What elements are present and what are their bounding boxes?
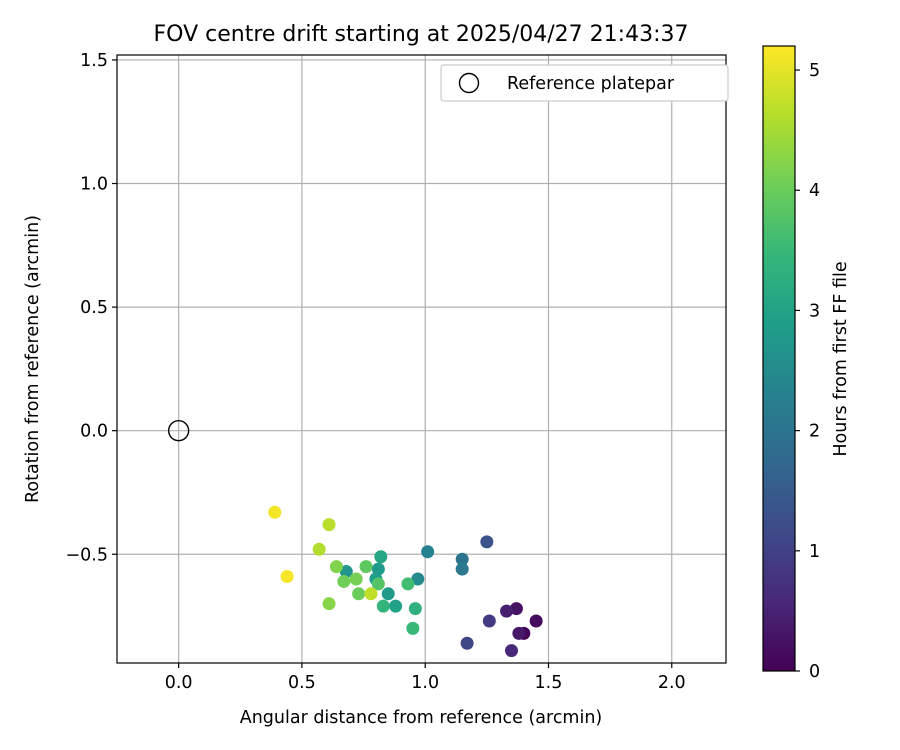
data-point: [381, 587, 395, 601]
data-point: [482, 614, 496, 628]
y-tick-label: 1.5: [80, 51, 108, 71]
axes-frame: [116, 54, 727, 664]
data-point: [504, 644, 518, 658]
x-tick-label: 1.5: [535, 673, 563, 693]
legend-reference-marker: [458, 72, 480, 94]
x-axis-label: Angular distance from reference (arcmin): [240, 708, 603, 728]
data-point: [329, 560, 343, 574]
x-tick-label: 0.0: [165, 673, 193, 693]
colorbar: 0 1 2 3 4 5 Hours from first FF file: [762, 45, 851, 682]
x-tick-label: 1.0: [411, 673, 439, 693]
colorbar-scale: [762, 45, 796, 672]
data-point: [374, 550, 388, 564]
colorbar-tick-label: 2: [809, 422, 820, 442]
data-point: [411, 572, 425, 586]
data-point: [406, 621, 420, 635]
data-point: [376, 599, 390, 613]
colorbar-label: Hours from first FF file: [831, 261, 851, 456]
legend-box: [440, 64, 729, 102]
colorbar-ticks: 0 1 2 3 4 5: [795, 61, 820, 682]
reference-marker: [167, 419, 190, 442]
data-point: [364, 587, 378, 601]
y-tick-label: −0.5: [66, 545, 109, 565]
data-point: [268, 505, 282, 519]
data-point: [389, 599, 403, 613]
colorbar-tick-label: 5: [809, 61, 820, 81]
data-point: [322, 597, 336, 611]
data-point: [352, 587, 366, 601]
data-point: [280, 569, 294, 583]
data-point: [460, 636, 474, 650]
y-tick-label: 0.0: [80, 422, 108, 442]
plot-background: [117, 55, 726, 663]
data-point: [322, 518, 336, 532]
colorbar-tick-label: 4: [809, 181, 820, 201]
data-point: [359, 560, 373, 574]
data-point: [337, 574, 351, 588]
x-tick-label: 0.5: [288, 673, 316, 693]
plot-area: 0.0 0.5 1.0 1.5 2.0 −0.5 0.0 0.5 1.0 1.5: [66, 51, 727, 693]
data-point: [512, 626, 526, 640]
y-axis-label: Rotation from reference (arcmin): [23, 215, 43, 503]
legend-reference-label: Reference platepar: [507, 74, 675, 94]
chart-title: FOV centre drift starting at 2025/04/27 …: [154, 22, 689, 47]
data-point: [455, 552, 469, 566]
colorbar-tick-label: 1: [809, 542, 820, 562]
data-point: [480, 535, 494, 549]
data-point: [421, 545, 435, 559]
data-point: [312, 542, 326, 556]
data-point: [455, 562, 469, 576]
legend: Reference platepar: [440, 64, 729, 102]
data-point: [401, 577, 415, 591]
data-point: [371, 562, 385, 576]
x-tick-label: 2.0: [658, 673, 686, 693]
data-point: [339, 565, 353, 579]
data-point: [408, 602, 422, 616]
y-tick-label: 1.0: [80, 175, 108, 195]
data-point: [500, 604, 514, 618]
colorbar-tick-label: 3: [809, 301, 820, 321]
y-tick-label: 0.5: [80, 298, 108, 318]
data-point: [349, 572, 363, 586]
colorbar-tick-label: 0: [809, 662, 820, 682]
data-point: [529, 614, 543, 628]
data-point: [509, 602, 523, 616]
data-point: [371, 577, 385, 591]
